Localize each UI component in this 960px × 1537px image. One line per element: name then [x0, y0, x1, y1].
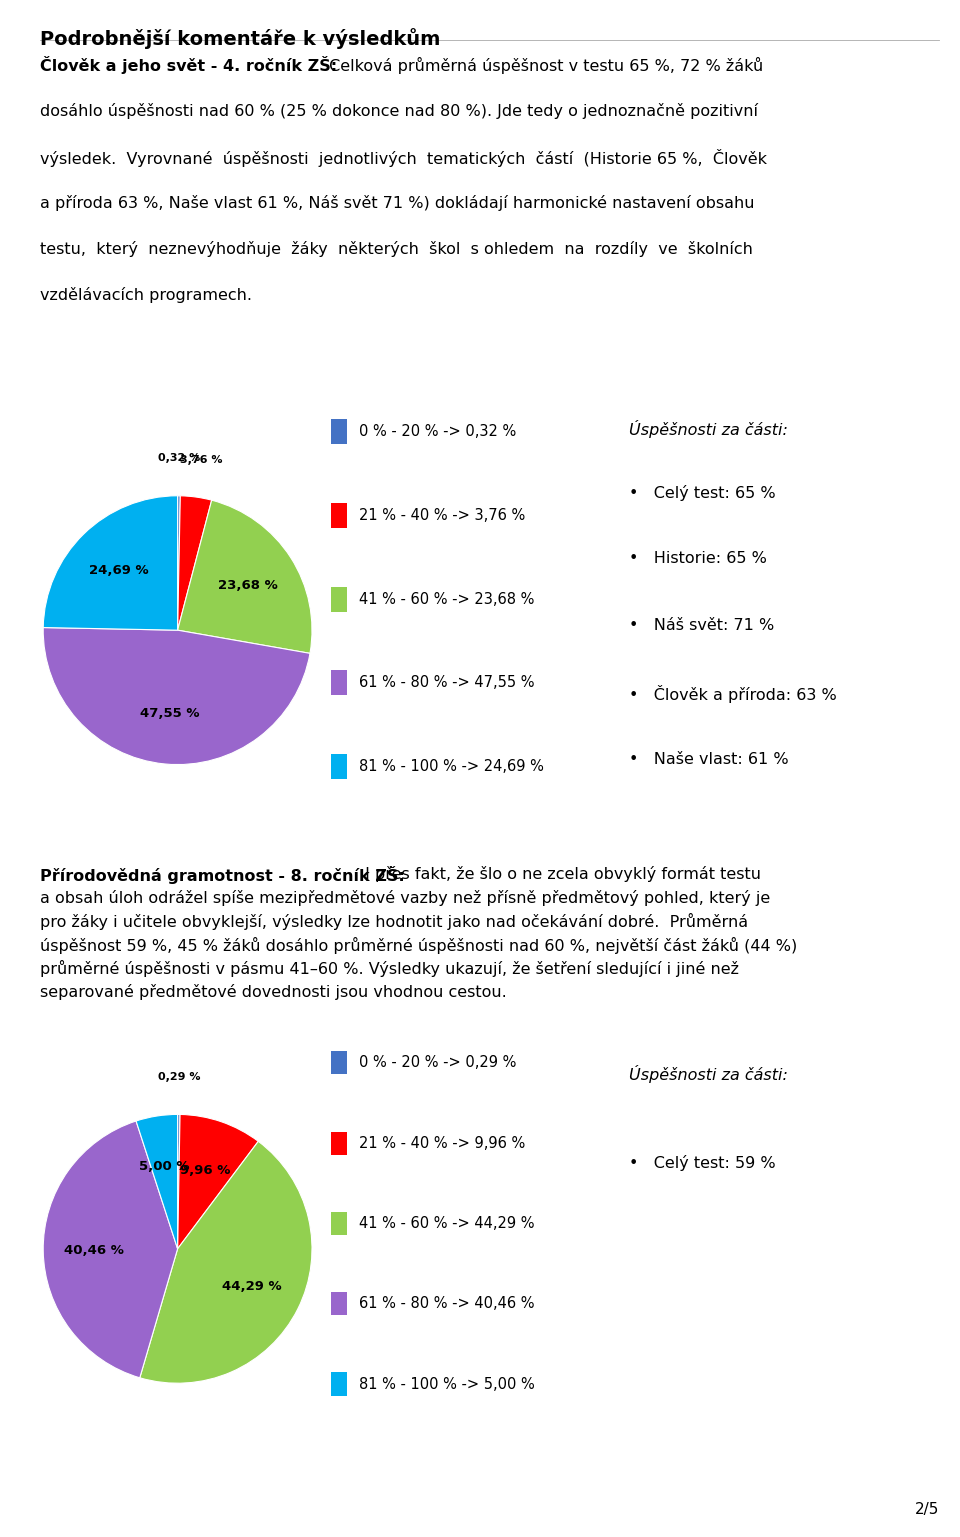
Text: 41 % - 60 % -> 23,68 %: 41 % - 60 % -> 23,68 %: [359, 592, 534, 607]
Text: Člověk a jeho svět - 4. ročník ZŠ:: Člověk a jeho svět - 4. ročník ZŠ:: [40, 57, 338, 74]
Text: vzdělávacích programech.: vzdělávacích programech.: [40, 287, 252, 303]
Text: 0 % - 20 % -> 0,29 %: 0 % - 20 % -> 0,29 %: [359, 1056, 516, 1070]
Text: 47,55 %: 47,55 %: [140, 707, 200, 719]
FancyBboxPatch shape: [331, 670, 347, 695]
Text: Podrobnější komentáře k výsledkům: Podrobnější komentáře k výsledkům: [40, 28, 441, 49]
Text: I přes fakt, že šlo o ne zcela obvyklý formát testu: I přes fakt, že šlo o ne zcela obvyklý f…: [360, 865, 761, 882]
Text: •   Celý test: 65 %: • Celý test: 65 %: [629, 484, 776, 501]
Wedge shape: [178, 496, 211, 630]
Text: 9,96 %: 9,96 %: [180, 1164, 229, 1176]
Wedge shape: [43, 496, 178, 630]
Text: •   Naše vlast: 61 %: • Naše vlast: 61 %: [629, 752, 788, 767]
Wedge shape: [178, 500, 312, 653]
Text: průměrné úspěšnosti v pásmu 41–60 %. Výsledky ukazují, že šetření sledující i ji: průměrné úspěšnosti v pásmu 41–60 %. Výs…: [40, 961, 739, 978]
Wedge shape: [43, 1120, 178, 1377]
FancyBboxPatch shape: [331, 503, 347, 527]
Text: 21 % - 40 % -> 3,76 %: 21 % - 40 % -> 3,76 %: [359, 507, 525, 523]
FancyBboxPatch shape: [331, 1373, 347, 1396]
Text: testu,  který  neznevýhodňuje  žáky  některých  škol  s ohledem  na  rozdíly  ve: testu, který neznevýhodňuje žáky některý…: [40, 241, 754, 257]
Text: •   Historie: 65 %: • Historie: 65 %: [629, 552, 767, 567]
Text: úspěšnost 59 %, 45 % žáků dosáhlo průměrné úspěšnosti nad 60 %, největší část žá: úspěšnost 59 %, 45 % žáků dosáhlo průměr…: [40, 936, 798, 954]
Text: 81 % - 100 % -> 5,00 %: 81 % - 100 % -> 5,00 %: [359, 1377, 535, 1391]
Text: 0,32 %: 0,32 %: [158, 453, 201, 463]
Text: 61 % - 80 % -> 40,46 %: 61 % - 80 % -> 40,46 %: [359, 1296, 534, 1311]
FancyBboxPatch shape: [331, 755, 347, 779]
Text: pro žáky i učitele obvyklejší, výsledky lze hodnotit jako nad očekávání dobré.  : pro žáky i učitele obvyklejší, výsledky …: [40, 913, 749, 930]
Text: a obsah úloh odrážel spíše mezipředmětové vazby než přísně předmětový pohled, kt: a obsah úloh odrážel spíše mezipředmětov…: [40, 890, 771, 905]
Text: 61 % - 80 % -> 47,55 %: 61 % - 80 % -> 47,55 %: [359, 675, 534, 690]
Wedge shape: [140, 1142, 312, 1383]
FancyBboxPatch shape: [331, 1293, 347, 1316]
Text: 23,68 %: 23,68 %: [218, 578, 277, 592]
Text: 24,69 %: 24,69 %: [89, 564, 149, 578]
FancyBboxPatch shape: [331, 1051, 347, 1074]
Text: 3,76 %: 3,76 %: [180, 455, 223, 464]
Text: Úspěšnosti za části:: Úspěšnosti za části:: [629, 1065, 787, 1082]
Wedge shape: [136, 1114, 178, 1248]
FancyBboxPatch shape: [331, 587, 347, 612]
Text: výsledek.  Vyrovnané  úspěšnosti  jednotlivých  tematických  částí  (Historie 65: výsledek. Vyrovnané úspěšnosti jednotliv…: [40, 149, 767, 166]
Text: a příroda 63 %, Naše vlast 61 %, Náš svět 71 %) dokládají harmonické nastavení o: a příroda 63 %, Naše vlast 61 %, Náš svě…: [40, 195, 755, 211]
Text: separované předmětové dovednosti jsou vhodnou cestou.: separované předmětové dovednosti jsou vh…: [40, 984, 507, 1001]
Text: 21 % - 40 % -> 9,96 %: 21 % - 40 % -> 9,96 %: [359, 1136, 525, 1151]
Text: •   Náš svět: 71 %: • Náš svět: 71 %: [629, 618, 774, 633]
Text: 44,29 %: 44,29 %: [223, 1280, 282, 1293]
Wedge shape: [43, 627, 310, 764]
Text: •   Člověk a příroda: 63 %: • Člověk a příroda: 63 %: [629, 686, 836, 702]
FancyBboxPatch shape: [331, 418, 347, 444]
Wedge shape: [178, 496, 180, 630]
FancyBboxPatch shape: [331, 1211, 347, 1236]
Text: 81 % - 100 % -> 24,69 %: 81 % - 100 % -> 24,69 %: [359, 759, 543, 775]
Text: 40,46 %: 40,46 %: [64, 1243, 124, 1257]
Text: Celková průměrná úspěšnost v testu 65 %, 72 % žáků: Celková průměrná úspěšnost v testu 65 %,…: [324, 57, 763, 74]
Text: 0,29 %: 0,29 %: [157, 1071, 201, 1082]
Text: Úspěšnosti za části:: Úspěšnosti za části:: [629, 420, 787, 438]
Wedge shape: [178, 1114, 258, 1248]
Wedge shape: [178, 1114, 180, 1248]
Text: Přírodovědná gramotnost - 8. ročník ZŠ:: Přírodovědná gramotnost - 8. ročník ZŠ:: [40, 865, 405, 884]
Text: 2/5: 2/5: [915, 1502, 939, 1517]
Text: 41 % - 60 % -> 44,29 %: 41 % - 60 % -> 44,29 %: [359, 1216, 534, 1231]
Text: 5,00 %: 5,00 %: [139, 1160, 190, 1173]
FancyBboxPatch shape: [331, 1131, 347, 1154]
Text: dosáhlo úspěšnosti nad 60 % (25 % dokonce nad 80 %). Jde tedy o jednoznačně pozi: dosáhlo úspěšnosti nad 60 % (25 % dokonc…: [40, 103, 758, 118]
Text: 0 % - 20 % -> 0,32 %: 0 % - 20 % -> 0,32 %: [359, 424, 516, 438]
Text: •   Celý test: 59 %: • Celý test: 59 %: [629, 1154, 776, 1171]
